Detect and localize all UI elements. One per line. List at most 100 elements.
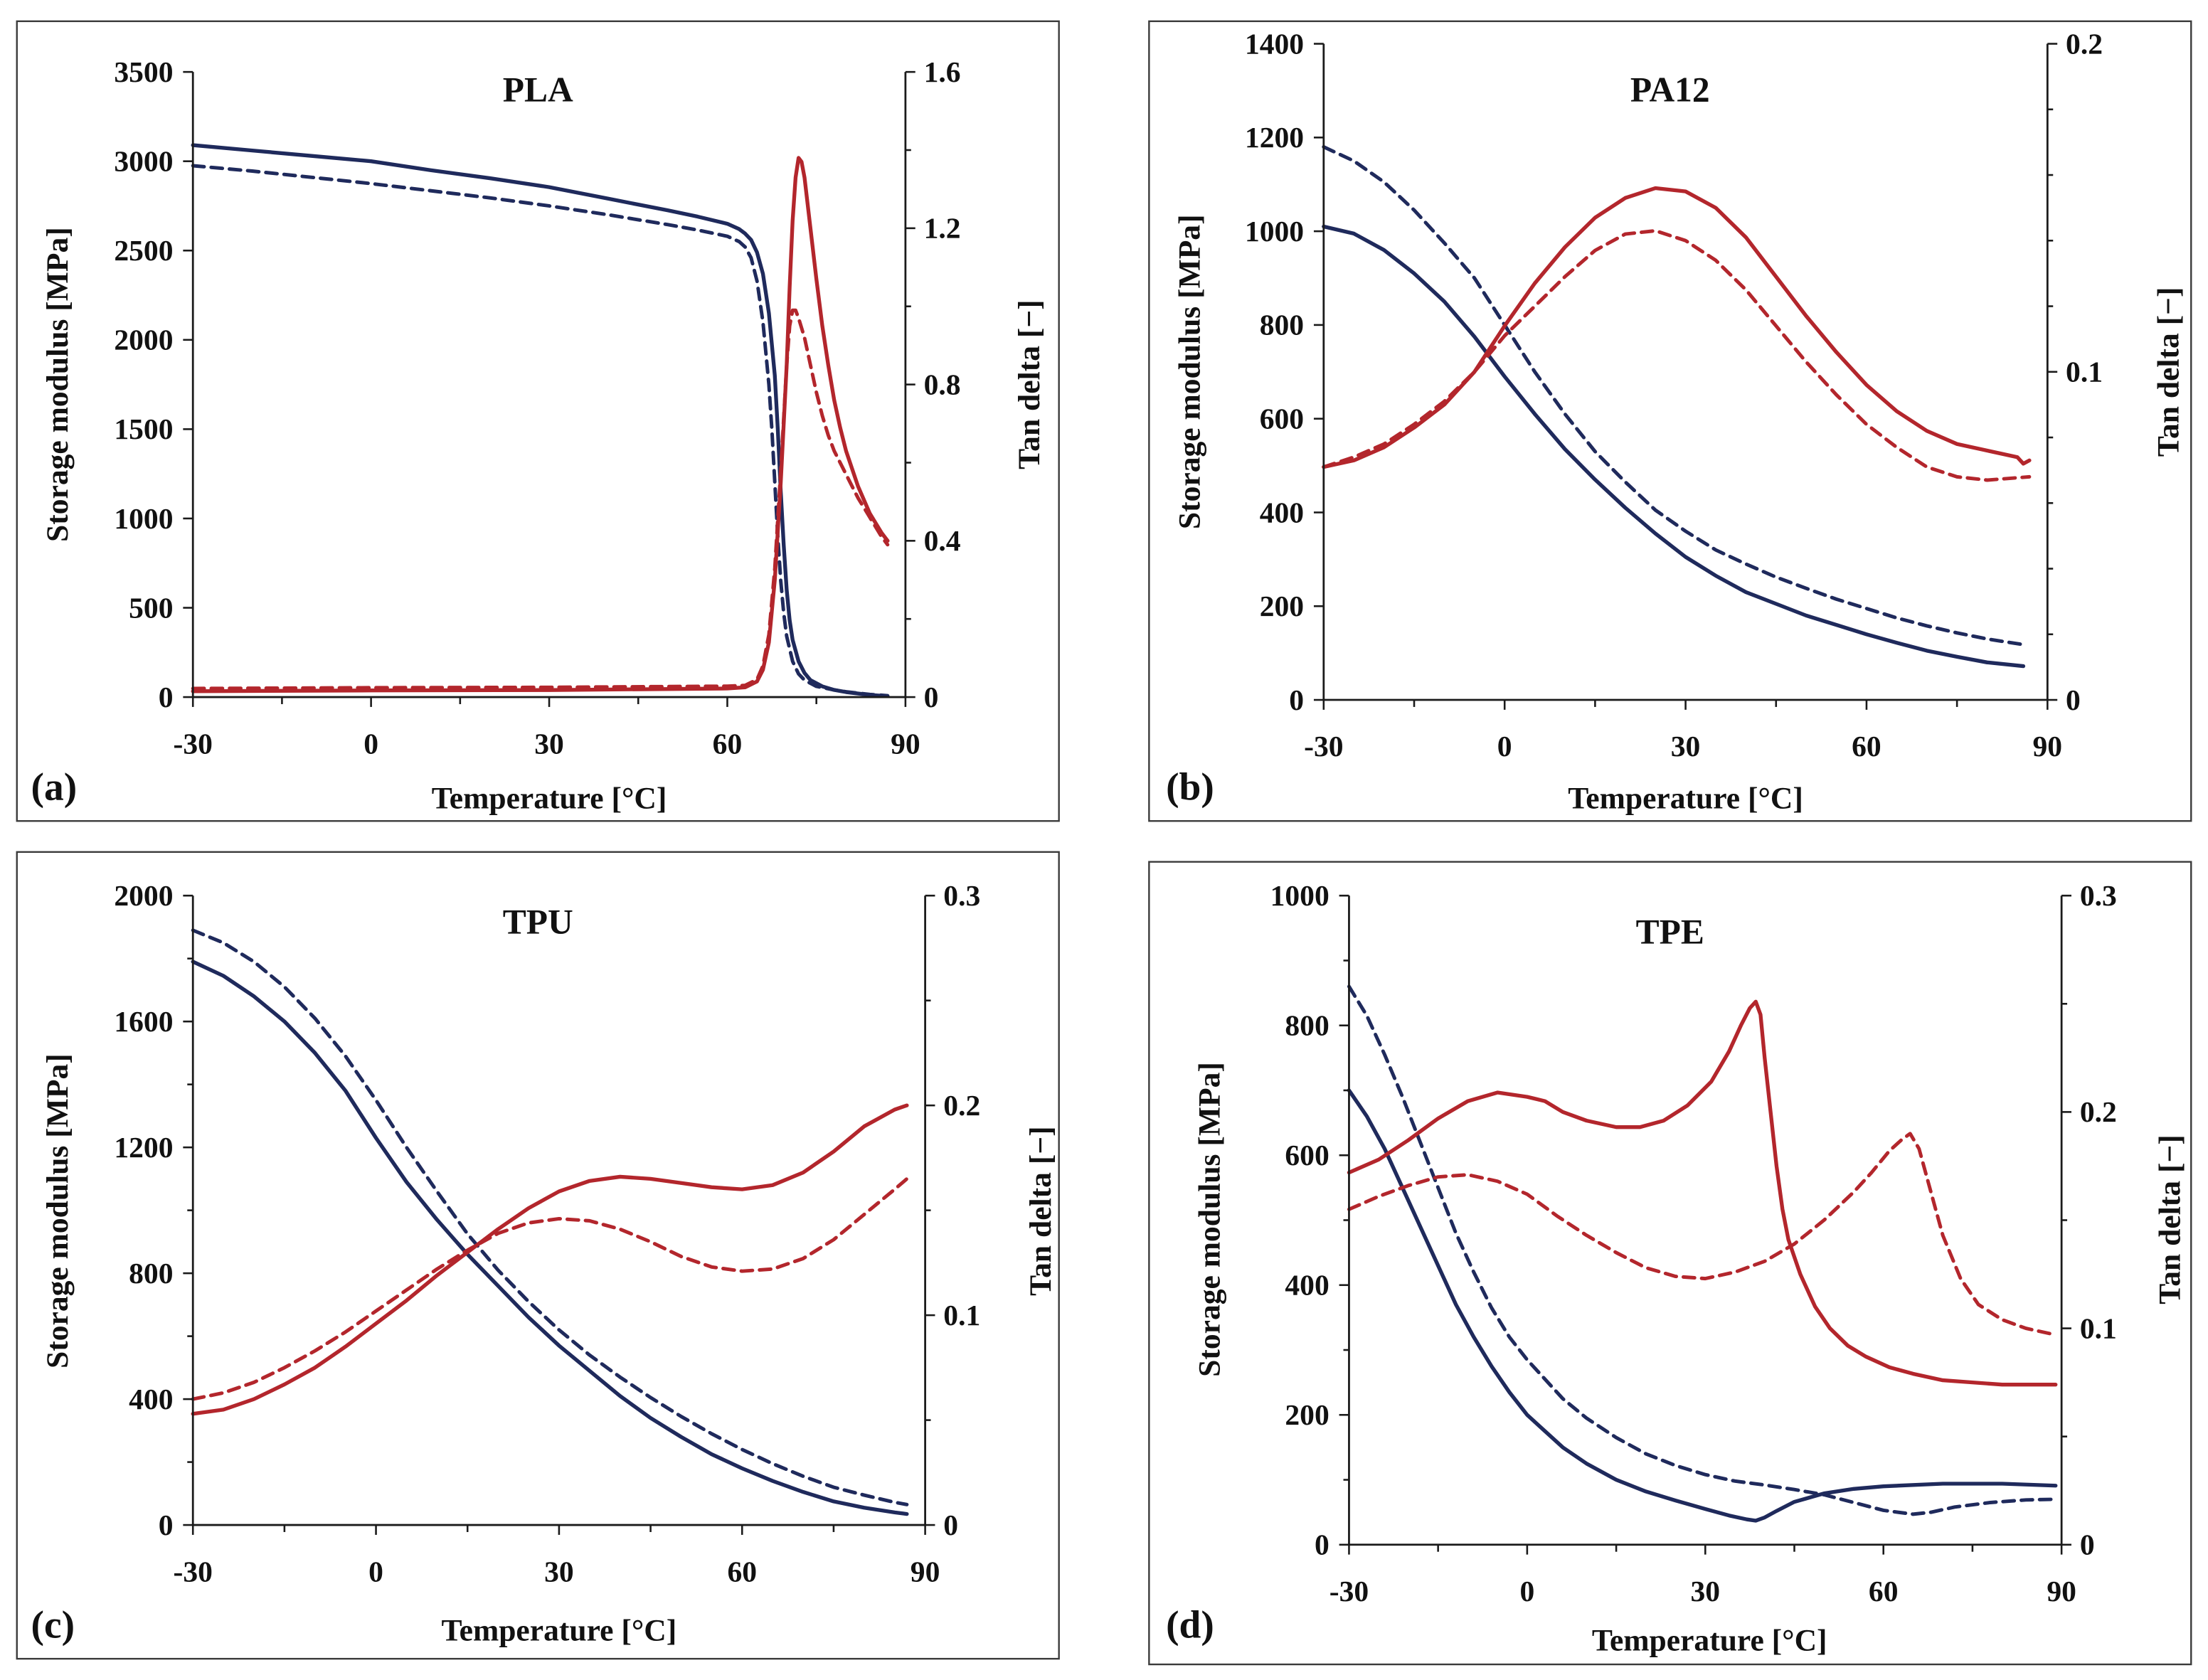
x-tick-label: 30 — [1671, 730, 1701, 762]
x-tick-label: 60 — [1869, 1575, 1899, 1607]
y2-tick-label: 0.8 — [924, 368, 961, 400]
y2-tick-label: 0.2 — [2066, 27, 2103, 60]
y-tick-label: 0 — [159, 1509, 174, 1541]
x-tick-label: 0 — [1497, 730, 1512, 762]
x-tick-label: 0 — [363, 727, 378, 760]
x-tick-label: 0 — [1519, 1575, 1534, 1607]
plot-area-pa12: -30 0 30 60 90020040060080010001200140000.10… — [1245, 27, 2103, 762]
y-tick-label: 400 — [129, 1383, 173, 1415]
tan-delta-solid-line — [1322, 186, 2032, 469]
storage-modulus-solid-line — [1347, 1088, 2058, 1523]
y2-tick-label: 0.2 — [2080, 1095, 2117, 1128]
panel-frame — [1148, 861, 2192, 1666]
y2-tick-label: 0.3 — [2080, 879, 2117, 912]
y-tick-label: 400 — [1285, 1269, 1329, 1302]
x-tick-label: 60 — [1852, 730, 1881, 762]
y-tick-label: 3500 — [114, 55, 173, 88]
storage-modulus-dashed-line — [191, 928, 909, 1506]
chart-title: PA12 — [1630, 70, 1710, 110]
x-axis-label: Temperature [°C] — [432, 781, 667, 815]
panel-label: (c) — [31, 1602, 75, 1646]
chart-title: TPU — [503, 903, 573, 942]
y-tick-label: 1200 — [1245, 121, 1304, 154]
storage-modulus-dashed-line — [1347, 984, 2058, 1516]
x-tick-label: 0 — [368, 1555, 383, 1588]
y2-tick-label: 0 — [943, 1509, 958, 1541]
x-tick-label: -30 — [174, 727, 213, 760]
y-tick-label: 1000 — [114, 502, 173, 535]
panel-label: (d) — [1166, 1602, 1214, 1646]
x-tick-label: 90 — [2033, 730, 2063, 762]
y2-axis-label: Tan delta [−] — [1024, 1126, 1058, 1296]
y-tick-label: 800 — [1285, 1009, 1329, 1042]
x-tick-label: 30 — [1691, 1575, 1721, 1607]
y2-tick-label: 0 — [2080, 1529, 2095, 1561]
x-tick-label: 30 — [534, 727, 564, 760]
y-tick-label: 600 — [1285, 1139, 1329, 1171]
storage-modulus-solid-line — [191, 143, 890, 698]
y2-tick-label: 0.2 — [943, 1089, 980, 1122]
chart-title: TPE — [1636, 912, 1704, 951]
y-tick-label: 200 — [1285, 1398, 1329, 1431]
y-tick-label: 1000 — [1270, 879, 1329, 912]
y-tick-label: 2500 — [114, 234, 173, 267]
y2-tick-label: 0 — [2066, 684, 2081, 716]
tan-delta-solid-line — [191, 156, 890, 693]
y2-tick-label: 1.2 — [924, 212, 961, 245]
y-tick-label: 1400 — [1245, 27, 1304, 60]
y-tick-label: 200 — [1260, 590, 1304, 622]
y2-tick-label: 0.1 — [2066, 356, 2103, 388]
y-tick-label: 1000 — [1245, 215, 1304, 248]
y-tick-label: 800 — [129, 1257, 173, 1290]
y-tick-label: 800 — [1260, 309, 1304, 341]
storage-modulus-solid-line — [191, 959, 909, 1516]
panel-a-pla: -30 0 30 60 90050010001500200025003000350000… — [16, 20, 1060, 822]
chart-title: PLA — [503, 70, 573, 110]
tan-delta-solid-line — [191, 1103, 909, 1416]
x-tick-label: -30 — [1304, 730, 1343, 762]
plot-area-pla: -30 0 30 60 90050010001500200025003000350000… — [114, 55, 960, 760]
y2-axis-label: Tan delta [−] — [2151, 287, 2185, 457]
y-tick-label: 600 — [1260, 403, 1304, 435]
tan-delta-solid-line — [1347, 999, 2058, 1387]
y-axis-label: Storage modulus [MPa] — [41, 227, 75, 542]
tan-delta-dashed-line — [1322, 228, 2032, 482]
panel-b-pa12: -30 0 30 60 90020040060080010001200140000.10… — [1148, 20, 2192, 822]
panel-label: (a) — [31, 765, 78, 809]
x-axis-label: Temperature [°C] — [442, 1613, 677, 1647]
x-tick-label: 90 — [891, 727, 920, 760]
panel-c-tpu: -30 0 30 60 90040080012001600200000.10.20.3 … — [16, 851, 1060, 1660]
panel-frame — [16, 20, 1060, 822]
x-axis-label: Temperature [°C] — [1592, 1623, 1827, 1657]
y-tick-label: 500 — [129, 591, 173, 624]
storage-modulus-dashed-line — [1322, 145, 2025, 647]
y-axis-label: Storage modulus [MPa] — [1173, 214, 1207, 529]
y-tick-label: 2000 — [114, 879, 173, 912]
y2-tick-label: 1.6 — [924, 55, 961, 88]
y-axis-label: Storage modulus [MPa] — [1192, 1062, 1226, 1377]
x-tick-label: -30 — [174, 1555, 213, 1588]
y2-tick-label: 0 — [924, 681, 939, 713]
y-tick-label: 1500 — [114, 413, 173, 445]
x-tick-label: 60 — [713, 727, 743, 760]
y-tick-label: 400 — [1260, 496, 1304, 528]
y-tick-label: 0 — [159, 681, 174, 713]
y-tick-label: 2000 — [114, 324, 173, 356]
y-tick-label: 0 — [1315, 1529, 1329, 1561]
panel-frame — [1148, 20, 2192, 822]
y2-tick-label: 0.4 — [924, 524, 961, 557]
x-tick-label: 90 — [2047, 1575, 2076, 1607]
y2-axis-label: Tan delta [−] — [2153, 1134, 2187, 1304]
storage-modulus-dashed-line — [191, 164, 890, 698]
x-axis-label: Temperature [°C] — [1568, 781, 1803, 815]
x-tick-label: -30 — [1329, 1575, 1369, 1607]
y2-tick-label: 0.1 — [943, 1299, 980, 1331]
y2-tick-label: 0.3 — [943, 879, 980, 912]
y2-axis-label: Tan delta [−] — [1012, 299, 1046, 469]
y2-tick-label: 0.1 — [2080, 1312, 2117, 1344]
